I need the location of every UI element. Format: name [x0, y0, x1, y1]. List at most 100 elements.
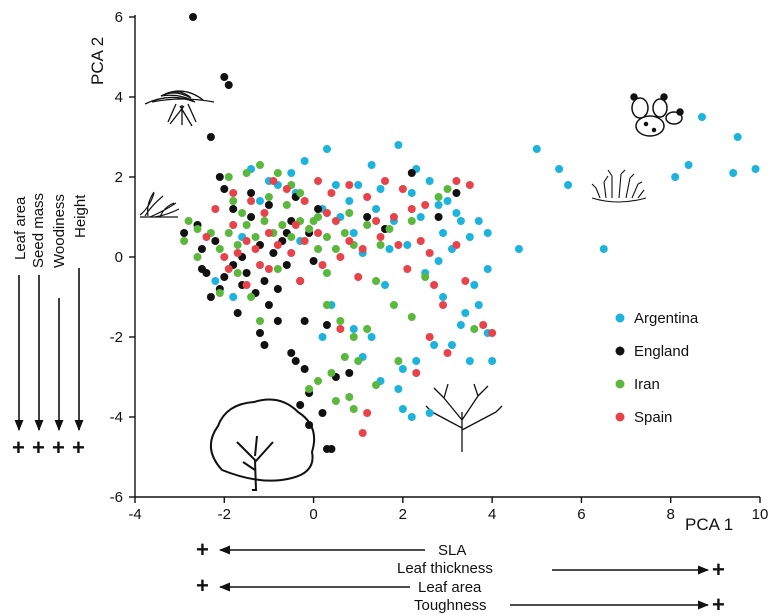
plus-height: +: [72, 435, 85, 460]
point-iran: [273, 169, 282, 177]
point-argentina: [331, 181, 340, 189]
data-points: [180, 13, 760, 453]
point-england: [247, 189, 256, 197]
point-england: [242, 269, 251, 277]
plus-leaf-thickness: +: [712, 557, 725, 582]
point-england: [314, 205, 323, 213]
point-spain: [202, 233, 211, 241]
point-spain: [229, 189, 238, 197]
point-england: [260, 277, 269, 285]
point-england: [322, 445, 331, 453]
x-tick-label: 6: [577, 506, 585, 523]
cactus-icon: [630, 93, 684, 137]
point-england: [287, 349, 296, 357]
point-iran: [251, 233, 260, 241]
point-spain: [264, 229, 273, 237]
point-iran: [376, 241, 385, 249]
trait-label-seed-mass: Seed mass: [30, 193, 47, 268]
point-england: [318, 409, 327, 417]
point-argentina: [354, 181, 363, 189]
point-argentina: [564, 181, 573, 189]
y-tick-label: -2: [110, 329, 123, 346]
point-spain: [421, 201, 430, 209]
point-iran: [349, 405, 358, 413]
point-england: [269, 249, 278, 257]
trait-label-leaf-thickness: Leaf thickness: [397, 560, 493, 577]
point-iran: [322, 301, 331, 309]
point-argentina: [439, 293, 448, 301]
point-argentina: [385, 245, 394, 253]
y-tick-label: -4: [110, 409, 123, 426]
point-spain: [220, 253, 229, 261]
tree-icon: [210, 398, 316, 491]
point-spain: [314, 229, 323, 237]
point-spain: [376, 233, 385, 241]
point-england: [260, 341, 269, 349]
point-spain: [282, 185, 291, 193]
point-spain: [291, 221, 300, 229]
point-argentina: [488, 357, 497, 365]
point-iran: [336, 317, 345, 325]
point-argentina: [729, 169, 738, 177]
point-argentina: [483, 229, 492, 237]
plus-leaf-area-bottom: +: [196, 573, 209, 598]
point-spain: [354, 273, 363, 281]
point-argentina: [412, 357, 421, 365]
point-spain: [439, 301, 448, 309]
point-spain: [389, 213, 398, 221]
point-england: [434, 213, 443, 221]
point-argentina: [300, 157, 309, 165]
axes: -4 -2 0 2 4 6 8 10 -6 -4 -2 0 2 4 6: [110, 9, 769, 523]
point-spain: [322, 209, 331, 217]
point-spain: [412, 369, 421, 377]
point-england: [197, 245, 206, 253]
point-spain: [363, 193, 372, 201]
point-england: [220, 185, 229, 193]
point-iran: [407, 313, 416, 321]
point-argentina: [474, 217, 483, 225]
point-iran: [287, 233, 296, 241]
point-argentina: [345, 197, 354, 205]
point-argentina: [671, 173, 680, 181]
point-england: [224, 81, 233, 89]
point-england: [345, 369, 354, 377]
point-iran: [389, 301, 398, 309]
point-spain: [336, 253, 345, 261]
point-argentina: [532, 145, 541, 153]
point-argentina: [256, 197, 264, 205]
point-argentina: [434, 257, 443, 265]
point-iran: [224, 173, 233, 181]
point-spain: [314, 177, 323, 185]
point-spain: [381, 177, 389, 185]
point-argentina: [733, 133, 742, 141]
grass-tuft-icon: [139, 191, 180, 218]
point-iran: [309, 217, 318, 225]
point-spain: [242, 281, 251, 289]
legend-marker-england: [615, 346, 625, 356]
x-tick-label: 0: [309, 506, 317, 523]
point-iran: [305, 385, 314, 393]
left-trait-arrows: Leaf area Seed mass Woodiness Height + +…: [12, 193, 89, 460]
point-iran: [349, 333, 358, 341]
point-argentina: [367, 161, 376, 169]
point-england: [407, 169, 416, 177]
point-iran: [224, 229, 233, 237]
point-spain: [247, 197, 256, 205]
point-argentina: [452, 209, 461, 217]
point-spain: [242, 237, 251, 245]
trait-label-leaf-area-bottom: Leaf area: [418, 579, 482, 596]
point-england: [197, 265, 206, 273]
x-ticks: -4 -2 0 2 4 6 8 10: [128, 497, 768, 523]
point-argentina: [684, 161, 693, 169]
point-iran: [354, 357, 363, 365]
point-iran: [193, 253, 202, 261]
point-argentina: [465, 357, 474, 365]
x-tick-label: 4: [488, 506, 496, 523]
point-iran: [264, 193, 273, 201]
point-iran: [215, 245, 224, 253]
point-iran: [443, 185, 452, 193]
point-argentina: [394, 385, 403, 393]
plus-toughness: +: [712, 592, 725, 615]
point-iran: [372, 381, 381, 389]
point-argentina: [465, 233, 474, 241]
